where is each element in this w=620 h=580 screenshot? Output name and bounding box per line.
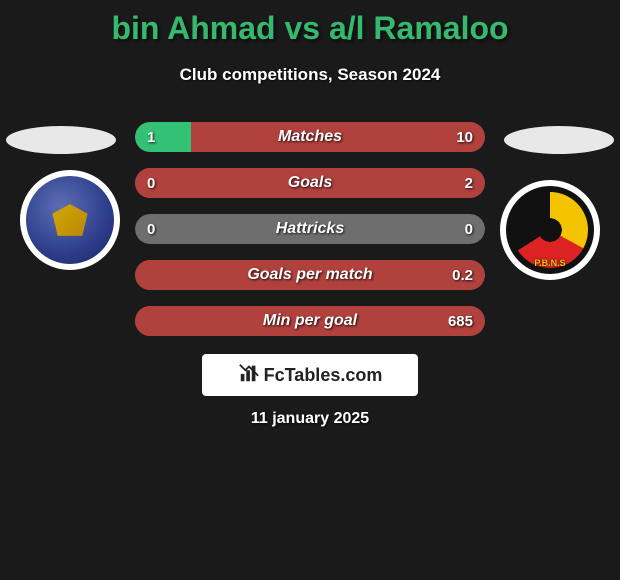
stat-value-right: 685 <box>448 306 473 336</box>
branding-text: FcTables.com <box>264 365 383 386</box>
stat-label: Hattricks <box>135 214 485 244</box>
player-shadow-right <box>504 126 614 154</box>
stat-value-left: 1 <box>147 122 155 152</box>
page-title: bin Ahmad vs a/l Ramaloo <box>0 0 620 47</box>
stat-label: Goals <box>135 168 485 198</box>
stat-value-right: 0.2 <box>452 260 473 290</box>
stat-row: Min per goal685 <box>135 306 485 336</box>
club-crest-right <box>500 180 600 280</box>
stat-row: Goals0 2 <box>135 168 485 198</box>
stat-row: Goals per match0.2 <box>135 260 485 290</box>
stat-label: Matches <box>135 122 485 152</box>
comparison-infographic: bin Ahmad vs a/l Ramaloo Club competitio… <box>0 0 620 580</box>
footer-date: 11 january 2025 <box>0 410 620 428</box>
stat-label: Goals per match <box>135 260 485 290</box>
player-shadow-left <box>6 126 116 154</box>
subtitle: Club competitions, Season 2024 <box>0 65 620 85</box>
stat-value-left: 0 <box>147 214 155 244</box>
title-player-left: bin Ahmad <box>111 10 275 46</box>
stat-value-left: 0 <box>147 168 155 198</box>
stat-row: Matches1 10 <box>135 122 485 152</box>
stat-row: Hattricks0 0 <box>135 214 485 244</box>
bar-chart-icon <box>238 362 260 389</box>
branding-badge: FcTables.com <box>202 354 418 396</box>
stat-value-right: 0 <box>465 214 473 244</box>
stat-value-right: 10 <box>456 122 473 152</box>
stat-label: Min per goal <box>135 306 485 336</box>
title-player-right: a/l Ramaloo <box>329 10 509 46</box>
stat-value-right: 2 <box>465 168 473 198</box>
title-vs: vs <box>276 10 329 46</box>
club-crest-left <box>20 170 120 270</box>
stats-panel: Matches110Goals02Hattricks00Goals per ma… <box>135 122 485 352</box>
